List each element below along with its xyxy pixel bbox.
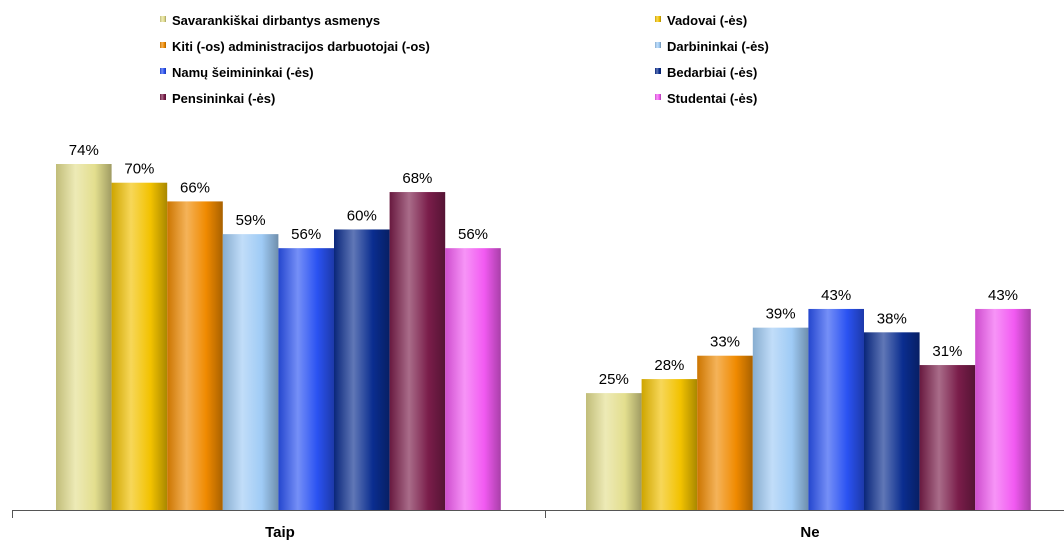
bar-ne-bedarbiai-es bbox=[864, 332, 920, 510]
value-label-ne-pensininkai-es: 31% bbox=[932, 343, 962, 360]
x-axis: Taip Ne bbox=[12, 510, 1064, 541]
value-label-ne-savarankiskai-dirbantys-asmenys: 25% bbox=[599, 371, 629, 388]
value-label-ne-studentai-es: 43% bbox=[988, 287, 1018, 304]
legend-swatch bbox=[160, 42, 166, 48]
legend-item-studentai-es: Studentai (-ės) bbox=[655, 91, 757, 106]
value-label-taip-darbininkai-es: 59% bbox=[236, 212, 266, 229]
bar-ne-darbininkai-es bbox=[752, 327, 809, 510]
bar-ne-savarankiskai-dirbantys-asmenys bbox=[586, 393, 642, 510]
x-tick-label-ne: Ne bbox=[800, 524, 819, 541]
value-label-ne-namu-seimininkai-es: 43% bbox=[821, 287, 851, 304]
value-label-taip-bedarbiai-es: 60% bbox=[347, 207, 377, 224]
legend-swatch bbox=[160, 16, 166, 22]
value-label-taip-studentai-es: 56% bbox=[458, 226, 488, 243]
legend-label: Bedarbiai (-ės) bbox=[667, 65, 757, 80]
legend-swatch bbox=[655, 68, 661, 74]
bar-ne-studentai-es bbox=[975, 308, 1031, 510]
value-labels: 74% 70% 66% 59% 56% 60% 68% 56% 25% 28% 33% 39% 43% 3… bbox=[69, 142, 1018, 388]
legend-label: Studentai (-ės) bbox=[667, 91, 757, 106]
legend-swatch bbox=[160, 68, 166, 74]
legend-item-savarankiskai-dirbantys-asmenys: Savarankiškai dirbantys asmenys bbox=[160, 13, 380, 28]
bar-ne-vadovai-es bbox=[641, 379, 698, 510]
legend-label: Savarankiškai dirbantys asmenys bbox=[172, 13, 380, 28]
value-label-ne-darbininkai-es: 39% bbox=[766, 306, 796, 323]
bar-taip-studentai-es bbox=[445, 248, 501, 510]
bar-ne-kiti-os-administracijos-darbuotojai-os bbox=[697, 355, 753, 510]
bar-taip-kiti-os-administracijos-darbuotojai-os bbox=[167, 201, 223, 511]
bar-taip-vadovai-es bbox=[111, 182, 168, 510]
legend-label: Darbininkai (-ės) bbox=[667, 39, 769, 54]
legend: Savarankiškai dirbantys asmenys Vadovai (… bbox=[160, 13, 769, 106]
bars bbox=[56, 164, 1031, 511]
value-label-taip-vadovai-es: 70% bbox=[124, 161, 154, 178]
value-label-taip-kiti-os-administracijos-darbuotojai-os: 66% bbox=[180, 179, 210, 196]
legend-item-namu-seimininkai-es: Namų šeimininkai (-ės) bbox=[160, 65, 314, 80]
value-label-taip-namu-seimininkai-es: 56% bbox=[291, 226, 321, 243]
x-tick-label-taip: Taip bbox=[265, 524, 295, 541]
bar-taip-savarankiskai-dirbantys-asmenys bbox=[56, 164, 112, 510]
legend-item-darbininkai-es: Darbininkai (-ės) bbox=[655, 39, 769, 54]
legend-label: Pensininkai (-ės) bbox=[172, 91, 275, 106]
bar-taip-namu-seimininkai-es bbox=[278, 248, 334, 510]
bar-group-taip bbox=[56, 164, 501, 511]
legend-swatch bbox=[655, 94, 661, 100]
value-label-taip-savarankiskai-dirbantys-asmenys: 74% bbox=[69, 142, 99, 159]
bar-taip-pensininkai-es bbox=[389, 192, 446, 510]
value-label-ne-vadovai-es: 28% bbox=[654, 357, 684, 374]
legend-item-kiti-os-administracijos-darbuotojai-os: Kiti (-os) administracijos darbuotojai (… bbox=[160, 39, 430, 54]
bar-group-ne bbox=[586, 308, 1031, 510]
legend-swatch bbox=[655, 42, 661, 48]
value-label-taip-pensininkai-es: 68% bbox=[402, 170, 432, 187]
legend-swatch bbox=[160, 94, 166, 100]
bar-taip-bedarbiai-es bbox=[334, 229, 390, 510]
legend-swatch bbox=[655, 16, 661, 22]
value-label-ne-kiti-os-administracijos-darbuotojai-os: 33% bbox=[710, 334, 740, 351]
legend-label: Kiti (-os) administracijos darbuotojai (… bbox=[172, 39, 430, 54]
legend-item-bedarbiai-es: Bedarbiai (-ės) bbox=[655, 65, 757, 80]
bar-ne-namu-seimininkai-es bbox=[808, 308, 864, 510]
legend-label: Namų šeimininkai (-ės) bbox=[172, 65, 314, 80]
legend-item-vadovai-es: Vadovai (-ės) bbox=[655, 13, 747, 28]
value-label-ne-bedarbiai-es: 38% bbox=[877, 310, 907, 327]
bar-ne-pensininkai-es bbox=[919, 365, 976, 510]
legend-item-pensininkai-es: Pensininkai (-ės) bbox=[160, 91, 275, 106]
legend-label: Vadovai (-ės) bbox=[667, 13, 747, 28]
bar-taip-darbininkai-es bbox=[222, 234, 279, 510]
